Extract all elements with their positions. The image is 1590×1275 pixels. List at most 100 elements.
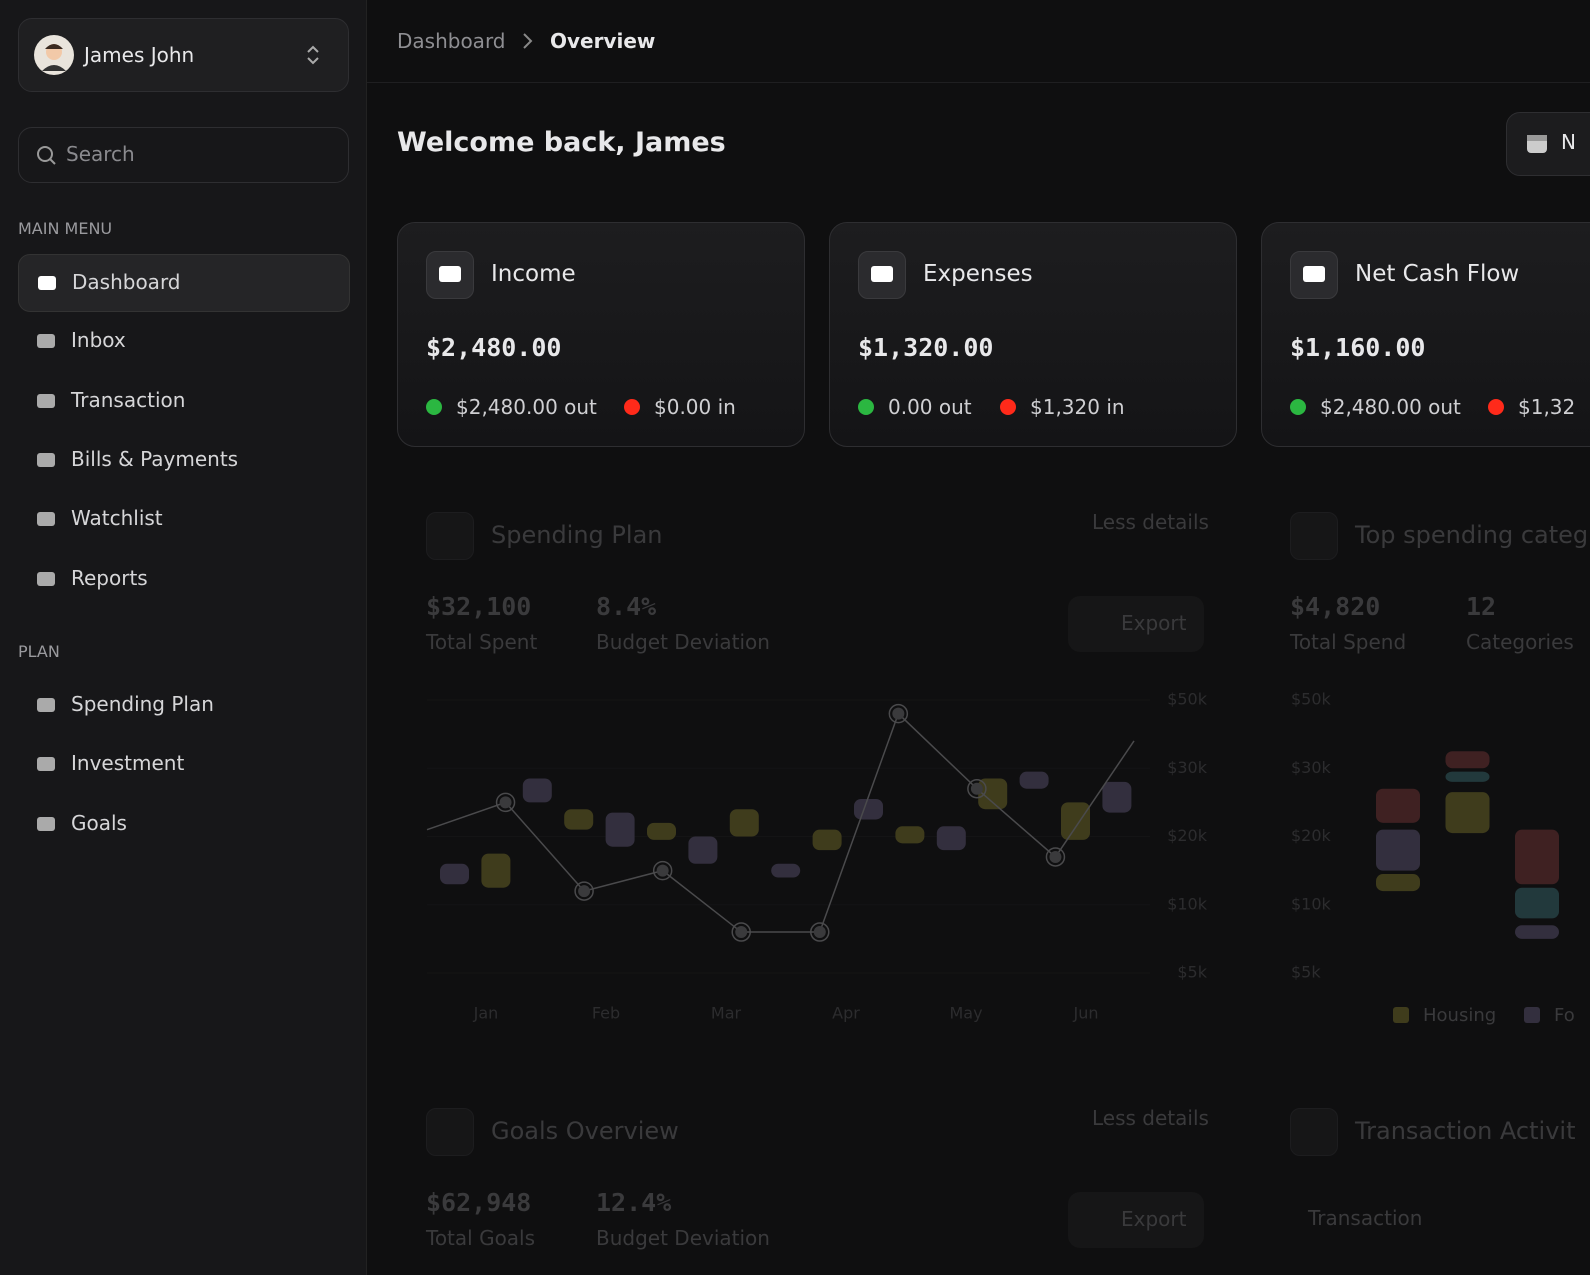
export-label: Export bbox=[1121, 1207, 1187, 1231]
panel-icon bbox=[426, 512, 474, 560]
stat-label: Total Spend bbox=[1290, 630, 1407, 654]
card-amount: $1,160.00 bbox=[1290, 333, 1426, 362]
stat-label: Budget Deviation bbox=[596, 1226, 770, 1250]
icon-shape bbox=[37, 393, 55, 408]
line-marker bbox=[967, 778, 987, 799]
status-dot bbox=[624, 399, 640, 415]
range-bar bbox=[564, 809, 594, 830]
x-tick-label: Feb bbox=[592, 1004, 620, 1023]
line-marker-dot bbox=[813, 926, 826, 939]
menu-item[interactable]: Reports bbox=[18, 551, 348, 607]
card-in: $0.00 in bbox=[624, 395, 736, 419]
icon-shape bbox=[37, 452, 55, 467]
range-bar bbox=[647, 822, 676, 840]
user-switcher[interactable]: James John bbox=[18, 18, 349, 92]
icon-shape bbox=[38, 276, 56, 290]
stat-value: $32,100 bbox=[426, 592, 532, 621]
card-icon bbox=[858, 251, 906, 299]
range-segment bbox=[1515, 925, 1559, 939]
menu-item[interactable]: Watchlist bbox=[18, 491, 348, 547]
menu-label: Transaction bbox=[71, 387, 186, 412]
status-dot bbox=[1290, 399, 1306, 415]
search-box[interactable]: Search bbox=[18, 127, 349, 183]
out-label: 0.00 out bbox=[888, 395, 972, 419]
section-title: PLAN bbox=[18, 642, 60, 661]
status-dot bbox=[1488, 399, 1504, 415]
line-marker-dot bbox=[892, 707, 905, 720]
card-out: 0.00 out bbox=[858, 395, 972, 419]
icon-glyph bbox=[1303, 266, 1325, 282]
stat-label: Categories bbox=[1466, 630, 1574, 654]
line-marker-dot bbox=[499, 796, 512, 809]
status-dot bbox=[1000, 399, 1016, 415]
menu-item[interactable]: Dashboard bbox=[18, 254, 350, 312]
menu-label: Investment bbox=[71, 751, 185, 776]
panel-title: Top spending categ bbox=[1355, 521, 1589, 549]
range-segment bbox=[1445, 792, 1490, 834]
range-bar bbox=[605, 812, 635, 847]
menu-item[interactable]: Goals bbox=[18, 796, 348, 852]
y-tick-label: $30k bbox=[1167, 758, 1208, 777]
breadcrumb-current: Overview bbox=[550, 29, 656, 53]
y-tick-label: $5k bbox=[1177, 963, 1207, 982]
menu-item[interactable]: Investment bbox=[18, 736, 348, 792]
details-toggle[interactable]: Less details bbox=[1092, 510, 1209, 534]
stat-card: Net Cash Flow $1,160.00 $2,480.00 out $1,32 bbox=[1261, 222, 1590, 447]
icon-shape bbox=[37, 571, 55, 586]
range-segment bbox=[1445, 771, 1490, 782]
export-button[interactable]: Export bbox=[1068, 596, 1204, 652]
details-toggle[interactable]: Less details bbox=[1092, 1106, 1209, 1130]
card-out: $2,480.00 out bbox=[426, 395, 597, 419]
date-label: N bbox=[1561, 130, 1576, 154]
menu-item[interactable]: Inbox bbox=[18, 313, 348, 369]
range-segment bbox=[1515, 829, 1559, 885]
card-title: Net Cash Flow bbox=[1355, 261, 1520, 287]
range-bar bbox=[936, 826, 966, 851]
menu-item[interactable]: Bills & Payments bbox=[18, 432, 348, 488]
icon-shape bbox=[37, 334, 55, 349]
y-tick-label: $50k bbox=[1291, 690, 1332, 709]
panel-title: Spending Plan bbox=[491, 521, 663, 549]
stat-card: Expenses $1,320.00 0.00 out $1,320 in bbox=[829, 222, 1237, 447]
line-marker bbox=[888, 703, 909, 724]
x-tick-label: May bbox=[949, 1004, 982, 1023]
range-bar bbox=[1019, 771, 1049, 789]
range-bar bbox=[481, 853, 511, 888]
export-button[interactable]: Export bbox=[1068, 1192, 1204, 1248]
card-out: $2,480.00 out bbox=[1290, 395, 1461, 419]
sidebar: James John Search MAIN MENU PLAN Dashboa… bbox=[0, 0, 367, 1275]
panel-icon bbox=[1290, 512, 1338, 560]
stat-label: Total Goals bbox=[426, 1226, 536, 1250]
card-title: Income bbox=[491, 261, 576, 287]
stat-value: $4,820 bbox=[1290, 592, 1381, 621]
y-tick-label: $50k bbox=[1167, 690, 1208, 709]
line-marker-dot bbox=[735, 926, 748, 939]
panel-icon bbox=[426, 1108, 474, 1156]
breadcrumb-link[interactable]: Dashboard bbox=[397, 29, 506, 53]
card-in: $1,320 in bbox=[1000, 395, 1125, 419]
stat-value: 12.4% bbox=[596, 1188, 672, 1217]
date-button[interactable]: N bbox=[1506, 112, 1590, 176]
card-amount: $2,480.00 bbox=[426, 333, 562, 362]
range-bar bbox=[440, 863, 469, 885]
breadcrumb-separator bbox=[523, 33, 533, 49]
menu-label: Reports bbox=[71, 565, 148, 590]
range-bar bbox=[522, 778, 552, 803]
x-tick-label: Apr bbox=[832, 1004, 860, 1023]
menu-icon bbox=[37, 698, 55, 712]
calendar-icon bbox=[1527, 135, 1547, 153]
stat-value: 8.4% bbox=[596, 592, 657, 621]
range-bar bbox=[771, 863, 801, 878]
avatar bbox=[34, 35, 74, 75]
in-label: $0.00 in bbox=[654, 395, 736, 419]
menu-icon bbox=[37, 512, 55, 527]
menu-icon bbox=[37, 334, 55, 349]
legend-label: Housing bbox=[1423, 1005, 1496, 1026]
y-tick-label: $20k bbox=[1291, 826, 1332, 845]
menu-icon bbox=[37, 757, 55, 772]
card-in: $1,32 bbox=[1488, 395, 1575, 419]
menu-item[interactable]: Spending Plan bbox=[18, 677, 348, 733]
line-marker bbox=[574, 881, 594, 901]
menu-item[interactable]: Transaction bbox=[18, 373, 348, 429]
